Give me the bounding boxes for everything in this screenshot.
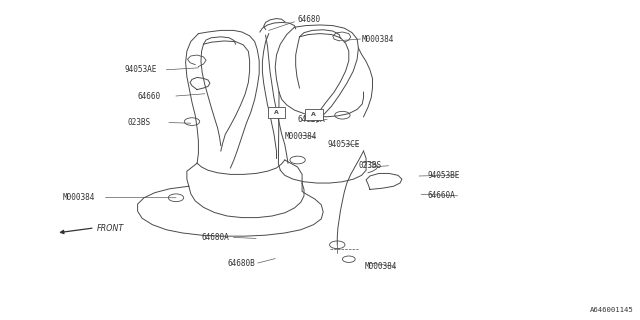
Text: A: A — [311, 112, 316, 117]
Text: 64680B: 64680B — [227, 259, 255, 268]
Text: 023BS: 023BS — [358, 161, 381, 170]
Bar — [268, 107, 285, 118]
Text: 64728A: 64728A — [298, 115, 325, 124]
Text: M000384: M000384 — [365, 262, 397, 271]
Text: 64680: 64680 — [298, 15, 321, 24]
Text: 94053CE: 94053CE — [328, 140, 360, 149]
Text: 64680A: 64680A — [202, 233, 229, 242]
Text: A646001145: A646001145 — [590, 307, 634, 313]
Text: M000384: M000384 — [362, 35, 394, 44]
Text: 94053BE: 94053BE — [428, 171, 460, 180]
Text: M000384: M000384 — [63, 193, 95, 202]
Text: 64660A: 64660A — [428, 191, 455, 200]
Text: A: A — [274, 110, 279, 115]
Bar — [305, 109, 323, 120]
Text: M000384: M000384 — [285, 132, 317, 141]
Text: FRONT: FRONT — [97, 224, 125, 233]
Text: 023BS: 023BS — [128, 118, 151, 127]
Text: 94053AE: 94053AE — [125, 65, 157, 74]
Text: 64660: 64660 — [138, 92, 161, 100]
